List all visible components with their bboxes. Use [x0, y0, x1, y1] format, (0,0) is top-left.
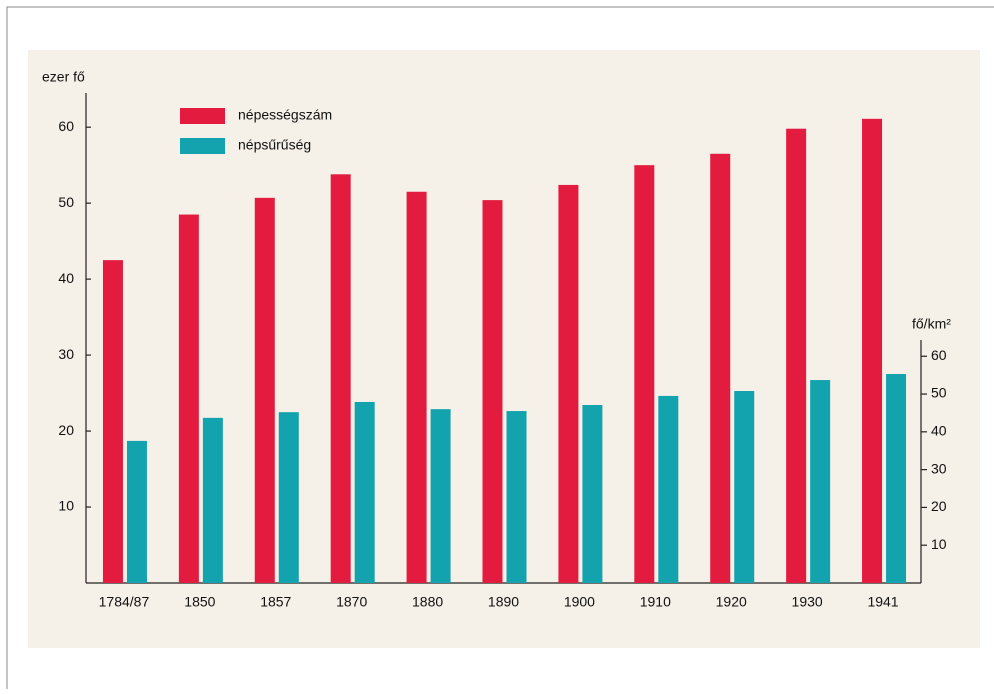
- y2-tick-label: 10: [931, 536, 947, 552]
- bar: [202, 417, 223, 583]
- y2-tick-label: 30: [931, 460, 947, 476]
- bar: [354, 401, 375, 583]
- x-tick-label: 1857: [260, 594, 291, 610]
- x-tick-label: 1880: [412, 594, 443, 610]
- bar: [430, 409, 451, 583]
- x-tick-label: 1890: [488, 594, 519, 610]
- bar: [582, 405, 603, 583]
- y2-tick-label: 50: [931, 385, 947, 401]
- y2-tick-label: 40: [931, 423, 947, 439]
- x-tick-label: 1910: [640, 594, 671, 610]
- bar: [658, 395, 679, 583]
- x-tick-label: 1870: [336, 594, 367, 610]
- x-tick-label: 1900: [564, 594, 595, 610]
- bar: [330, 174, 351, 584]
- panel: [28, 50, 980, 648]
- y-tick-label: 30: [58, 346, 74, 362]
- y-tick-label: 40: [58, 270, 74, 286]
- x-tick-label: 1920: [716, 594, 747, 610]
- bar: [810, 380, 831, 583]
- y-axis-label: ezer fő: [42, 69, 85, 85]
- bar: [178, 214, 199, 583]
- bar: [786, 128, 807, 583]
- y2-tick-label: 20: [931, 498, 947, 514]
- x-tick-label: 1850: [184, 594, 215, 610]
- bar: [862, 118, 883, 583]
- bar: [406, 191, 427, 583]
- x-tick-label: 1784/87: [99, 594, 150, 610]
- bar: [634, 165, 655, 584]
- y-tick-label: 10: [58, 498, 74, 514]
- x-tick-label: 1930: [792, 594, 823, 610]
- x-tick-label: 1941: [867, 594, 898, 610]
- y2-axis-label: fő/km²: [912, 316, 951, 332]
- bar: [506, 411, 527, 583]
- legend-swatch: [180, 138, 225, 154]
- y-tick-label: 20: [58, 422, 74, 438]
- bar: [102, 260, 123, 583]
- y-tick-label: 60: [58, 118, 74, 134]
- bar: [482, 200, 503, 583]
- bar: [254, 197, 275, 583]
- legend-swatch: [180, 108, 225, 124]
- bar: [278, 412, 299, 583]
- bar: [710, 153, 731, 583]
- legend-label: népességszám: [238, 107, 332, 123]
- y2-tick-label: 60: [931, 347, 947, 363]
- bar: [126, 440, 147, 583]
- bar: [558, 184, 579, 583]
- bar: [886, 374, 907, 583]
- y-tick-label: 50: [58, 194, 74, 210]
- legend-label: népsűrűség: [238, 137, 311, 153]
- bar: [734, 391, 755, 583]
